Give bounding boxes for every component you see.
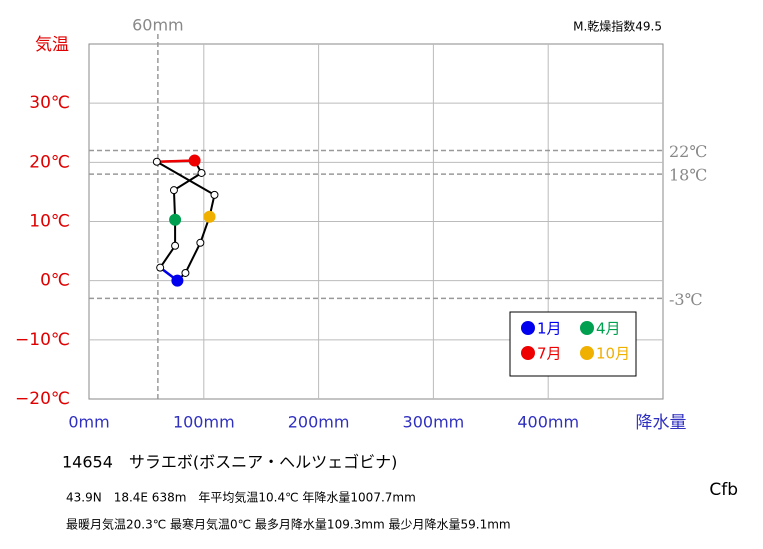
reference-label: 18℃: [669, 166, 707, 185]
legend-label: 7月: [537, 345, 562, 363]
month-point: [188, 154, 201, 167]
reference-label: -3℃: [669, 290, 702, 309]
legend-box: [509, 311, 637, 377]
x-tick-label: 0mm: [68, 413, 109, 432]
reference-label: 22℃: [669, 142, 707, 161]
x-tick-label: 200mm: [288, 413, 350, 432]
y-tick-label: −10℃: [15, 330, 70, 350]
month-point: [196, 238, 205, 247]
legend-label: 1月: [537, 320, 562, 338]
month-point: [169, 186, 178, 195]
y-tick-label: −20℃: [15, 389, 70, 409]
legend-label: 10月: [596, 345, 630, 363]
x-axis-label: 降水量: [636, 413, 687, 433]
y-tick-label: 0℃: [40, 271, 70, 291]
legend-marker: [580, 321, 594, 335]
x-tick-label: 300mm: [403, 413, 465, 432]
month-point: [171, 274, 184, 287]
month-point: [181, 268, 190, 277]
info-line: 43.9N 18.4E 638m 年平均気温10.4℃ 年降水量1007.7mm: [66, 490, 416, 505]
month-point: [169, 213, 182, 226]
dryness-index: M.乾燥指数49.5: [573, 19, 662, 34]
info-line: 最暖月気温20.3℃ 最寒月気温0℃ 最多月降水量109.3mm 最少月降水量5…: [66, 517, 511, 532]
y-tick-label: 10℃: [29, 212, 70, 232]
month-point: [203, 210, 216, 223]
month-point: [210, 190, 219, 199]
y-tick-label: 20℃: [29, 152, 70, 172]
station: 14654 サラエボ(ボスニア・ヘルツェゴビナ): [62, 453, 397, 472]
y-tick-label: 30℃: [29, 93, 70, 113]
x-tick-label: 100mm: [173, 413, 235, 432]
reference-label: 60mm: [132, 16, 184, 35]
y-axis-label: 気温: [35, 35, 69, 55]
legend-marker: [521, 321, 535, 335]
climate-class: Cfb: [709, 480, 738, 500]
month-point: [171, 241, 180, 250]
legend-marker: [521, 346, 535, 360]
legend-label: 4月: [596, 320, 621, 338]
highlight-segment: [156, 159, 195, 163]
x-tick-label: 400mm: [517, 413, 579, 432]
legend-marker: [580, 346, 594, 360]
month-point: [156, 263, 165, 272]
month-point: [197, 168, 206, 177]
month-point: [152, 157, 161, 166]
